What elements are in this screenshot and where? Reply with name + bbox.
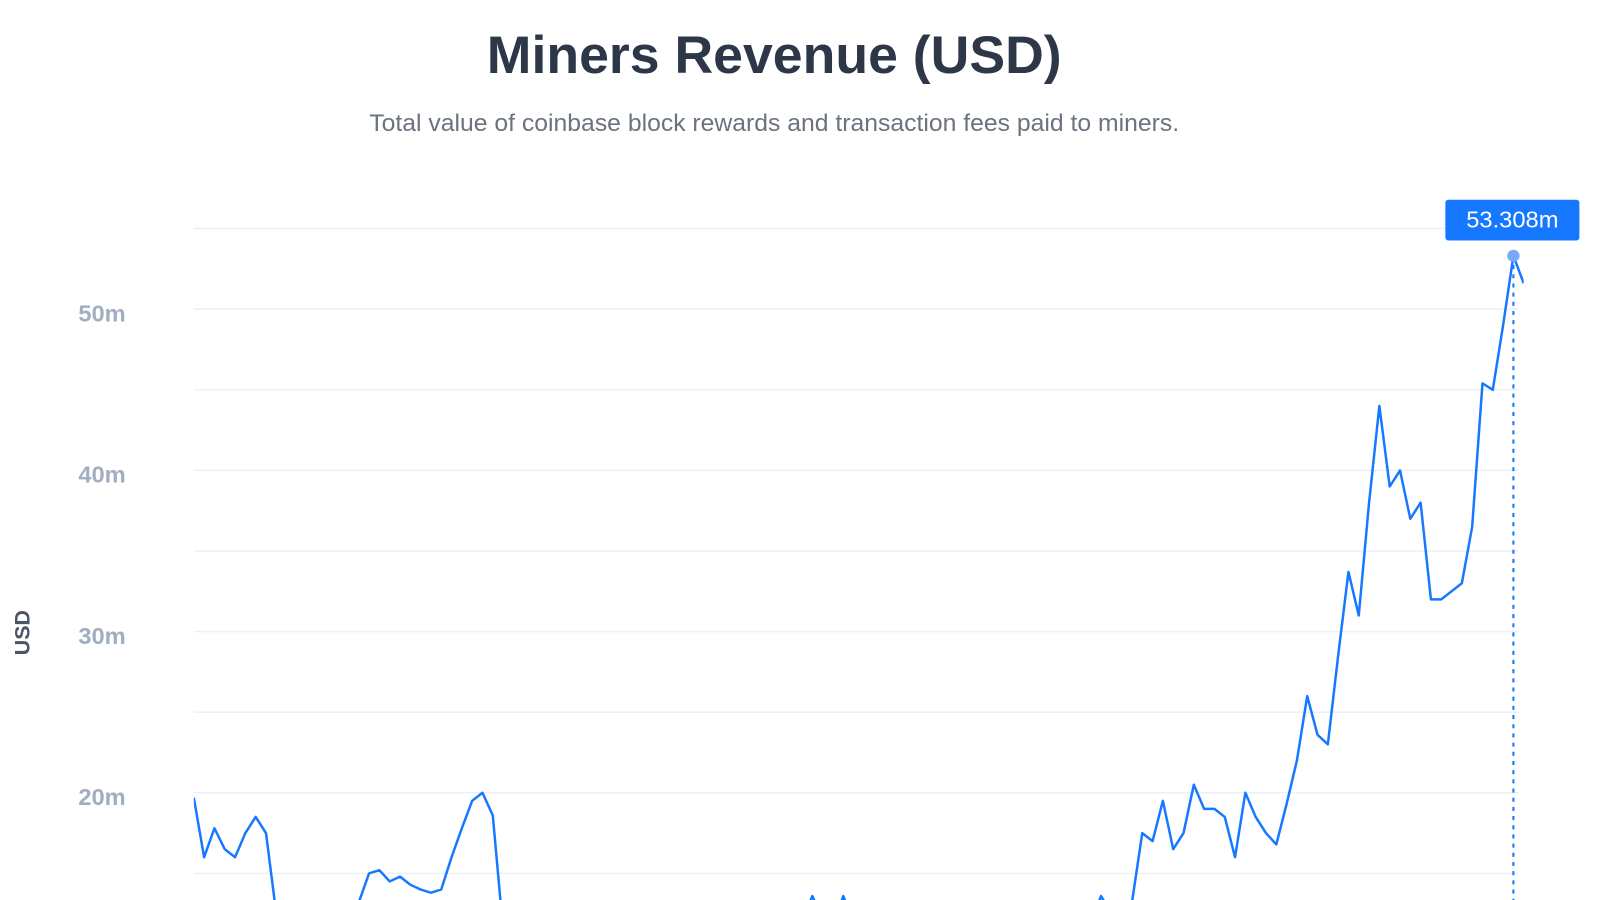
tooltip-box [1445,199,1580,241]
data-line [193,254,1524,900]
y-tick-label: 50m [78,301,125,327]
tooltip-label: 53.308m [1466,206,1558,232]
y-tick-label: 20m [78,784,125,810]
chart-title: Miners Revenue (USD) [487,26,1062,85]
plot-area [193,254,1524,900]
chart-subtitle: Total value of coinbase block rewards an… [369,110,1179,137]
y-tick-label: 40m [78,462,125,488]
hover-point [1507,249,1520,262]
overlay: 53.308m [1445,199,1580,900]
y-axis-label: USD [10,610,34,655]
grid: 20m 30m 40m 50m [78,227,1519,875]
y-tick-label: 30m [78,623,125,649]
